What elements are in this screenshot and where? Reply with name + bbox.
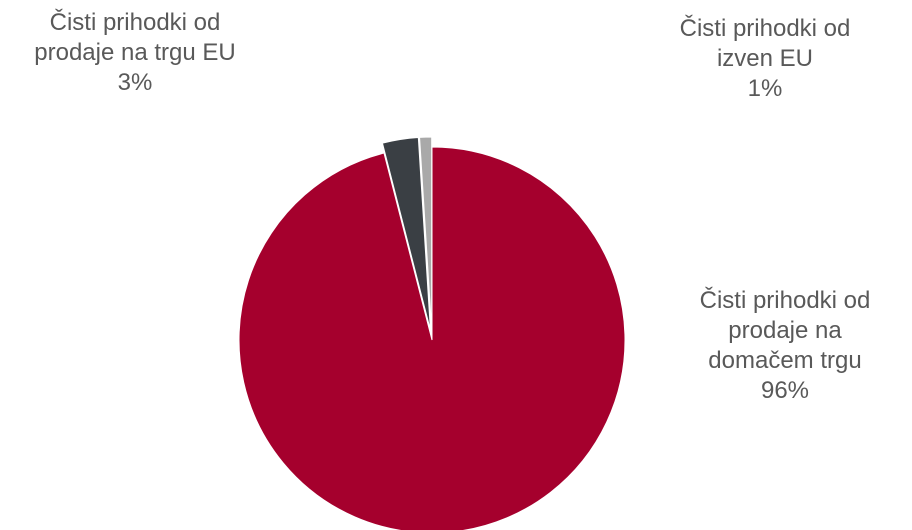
pie-slice-outside-eu [419,136,433,331]
data-label-outside-eu-line-2: izven EU [716,45,814,72]
data-label-eu-line-2: prodaje na trgu EU [34,39,236,66]
data-label-outside-eu-line-1: Čisti prihodki od [679,15,851,42]
data-label-outside-eu-percent: 1% [747,75,783,102]
data-label-domestic-line-2: prodaje na [728,317,842,344]
data-label-domestic-line-1: Čisti prihodki od [699,287,871,314]
pie-slice-eu [381,136,431,331]
data-label-eu: Čisti prihodki od prodaje na trgu EU 3% [0,8,270,98]
data-label-eu-percent: 3% [117,69,153,96]
pie-slice-domestic [238,146,626,530]
data-label-domestic: Čisti prihodki od prodaje na domačem trg… [660,286,910,406]
data-label-domestic-percent: 96% [760,377,810,404]
data-label-eu-line-1: Čisti prihodki od [49,9,221,36]
data-label-domestic-line-3: domačem trgu [708,347,862,374]
data-label-outside-eu: Čisti prihodki od izven EU 1% [640,14,890,104]
